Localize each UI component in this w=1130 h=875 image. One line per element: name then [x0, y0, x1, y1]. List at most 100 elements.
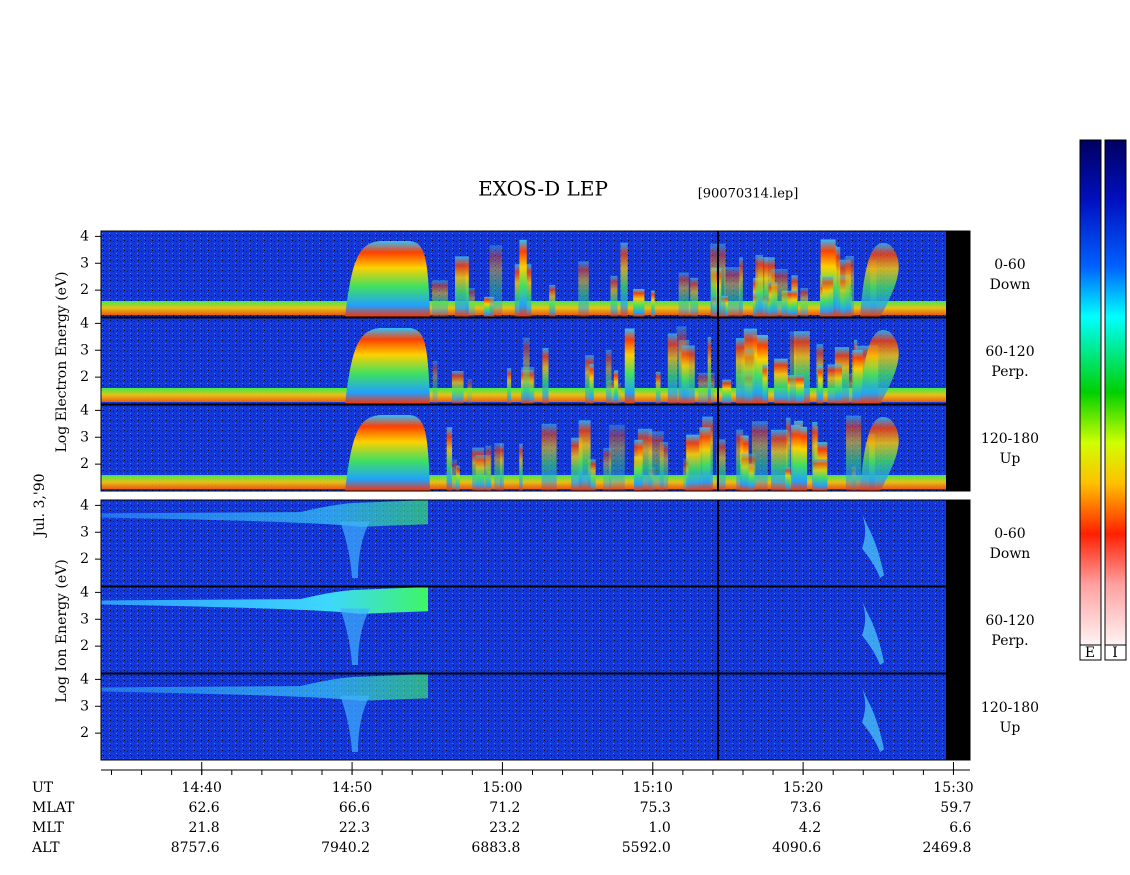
burst	[609, 424, 625, 491]
panel-angle: 0-60	[994, 526, 1025, 542]
panel-frame	[100, 586, 971, 674]
ion-streak	[858, 505, 884, 578]
burst	[467, 379, 472, 404]
burst	[771, 269, 788, 317]
ephemeris-value: 66.6	[339, 800, 370, 816]
ephemeris-value: 4.2	[799, 820, 821, 836]
ephemeris-name: MLAT	[32, 800, 75, 816]
panel-frame	[100, 499, 971, 587]
burst	[751, 421, 768, 491]
burst	[681, 345, 695, 404]
burst	[683, 458, 689, 491]
y-tick-label: 2	[80, 725, 89, 741]
colorbar-label: I	[1112, 645, 1118, 661]
ephemeris-value: 2469.8	[922, 840, 971, 856]
y-tick-label: 2	[80, 282, 89, 298]
data-gap	[946, 318, 970, 404]
ephemeris-value: 6883.8	[471, 840, 520, 856]
burst	[690, 277, 699, 317]
panel-frame	[100, 673, 971, 761]
date-label: Jul. 3,'90	[32, 473, 48, 538]
panel-direction: Down	[990, 546, 1031, 562]
ephemeris-value: 22.3	[339, 820, 370, 836]
ephemeris-name: MLT	[32, 820, 64, 836]
burst	[610, 275, 618, 317]
burst	[651, 290, 655, 317]
ion-streak	[101, 587, 428, 614]
panel-direction: Up	[1000, 451, 1021, 467]
chart-title: EXOS-D LEP	[478, 177, 608, 201]
burst	[613, 370, 619, 404]
ephemeris-value: 6.6	[949, 820, 971, 836]
x-tick-label: 15:30	[933, 780, 973, 796]
panel-angle: 120-180	[981, 700, 1039, 716]
burst	[345, 241, 430, 317]
burst	[578, 261, 589, 317]
burst	[549, 284, 556, 317]
data-gap	[946, 405, 970, 491]
burst	[519, 239, 527, 317]
burst	[587, 459, 596, 491]
x-tick-label: 14:40	[182, 780, 222, 796]
colorbar	[1079, 139, 1102, 646]
ephemeris-value: 7940.2	[321, 840, 370, 856]
burst	[633, 289, 645, 317]
panel-angle: 60-120	[985, 344, 1034, 360]
burst	[818, 366, 823, 404]
panel-angle: 60-120	[985, 613, 1034, 629]
panel-direction: Up	[1000, 720, 1021, 736]
ephemeris-value: 5592.0	[622, 840, 671, 856]
y-tick-label: 4	[80, 497, 89, 513]
burst	[659, 442, 669, 491]
burst	[541, 423, 557, 491]
panel-direction: Down	[990, 277, 1031, 293]
burst	[724, 267, 741, 317]
burst	[739, 257, 743, 317]
ephemeris-value: 73.6	[790, 800, 821, 816]
y-tick-label: 2	[80, 551, 89, 567]
burst	[699, 427, 711, 491]
ion-streak	[340, 695, 370, 752]
y-tick-label: 3	[80, 698, 89, 714]
panel-direction: Perp.	[991, 364, 1028, 380]
ion-streak	[858, 679, 884, 752]
burst	[852, 349, 863, 404]
data-gap	[946, 231, 970, 317]
burst	[450, 459, 457, 491]
burst	[507, 368, 512, 404]
burst	[791, 424, 801, 491]
burst	[860, 329, 899, 404]
burst	[716, 439, 726, 491]
burst	[827, 364, 842, 404]
burst	[789, 331, 796, 404]
panel-direction: Perp.	[991, 633, 1028, 649]
y-tick-label: 3	[80, 429, 89, 445]
burst	[686, 434, 701, 491]
group-label: Log Ion Energy (eV)	[54, 559, 70, 702]
burst	[771, 429, 788, 491]
ephemeris-value: 21.8	[189, 820, 220, 836]
colorbar-box	[1104, 644, 1127, 661]
ephemeris-value: 62.6	[189, 800, 220, 816]
burst	[707, 336, 711, 404]
y-tick-label: 3	[80, 524, 89, 540]
y-tick-label: 3	[80, 255, 89, 271]
ephemeris-value: 23.2	[489, 820, 520, 836]
panel-angle: 0-60	[994, 257, 1025, 273]
burst	[741, 453, 756, 491]
y-tick-label: 4	[80, 671, 89, 687]
burst	[542, 348, 549, 404]
burst	[484, 296, 494, 317]
burst	[655, 371, 661, 404]
ion-streak	[858, 592, 884, 665]
burst	[603, 447, 612, 491]
burst	[605, 349, 612, 404]
burst	[648, 431, 664, 491]
y-tick-label: 4	[80, 315, 89, 331]
ephemeris-value: 59.7	[940, 800, 971, 816]
burst	[812, 458, 828, 491]
burst	[451, 370, 464, 404]
ephemeris-name: UT	[32, 780, 54, 796]
burst	[812, 421, 818, 491]
ion-streak	[101, 674, 428, 701]
